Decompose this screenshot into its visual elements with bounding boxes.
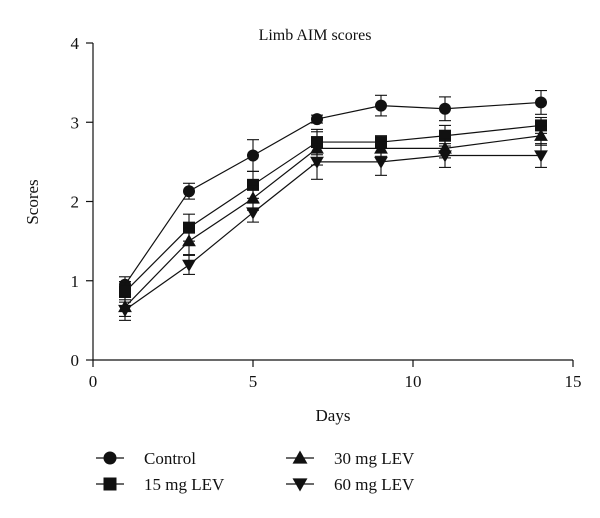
data-point-control: [183, 185, 195, 198]
data-point-60-mg-lev: [374, 156, 388, 169]
y-tick-label: 2: [71, 193, 80, 212]
data-point-control: [535, 96, 547, 109]
data-point-60-mg-lev: [182, 259, 196, 272]
data-point-60-mg-lev: [438, 150, 452, 163]
x-tick-label: 5: [249, 372, 258, 391]
x-tick-label: 15: [565, 372, 582, 391]
x-axis-label: Days: [316, 406, 351, 425]
legend-label-15-mg-lev: 15 mg LEV: [144, 475, 225, 494]
data-point-60-mg-lev: [246, 207, 260, 220]
legend-label-60-mg-lev: 60 mg LEV: [334, 475, 415, 494]
data-point-15-mg-lev: [247, 178, 259, 191]
legend-marker-15-mg-lev: [103, 477, 117, 491]
legend: Control 15 mg LEV 30 mg LEV 60 mg LEV: [96, 449, 415, 494]
x-tick-label: 0: [89, 372, 98, 391]
legend-marker-30-mg-lev: [292, 450, 308, 464]
plot-area: 0 1 2 3 4 0 5 10 15: [71, 34, 582, 391]
y-axis-label: Scores: [23, 179, 42, 224]
data-point-60-mg-lev: [534, 150, 548, 163]
y-tick-label: 4: [71, 34, 80, 53]
data-point-30-mg-lev: [246, 191, 260, 204]
data-point-60-mg-lev: [118, 304, 132, 317]
chart-title: Limb AIM scores: [259, 27, 372, 44]
data-point-30-mg-lev: [374, 141, 388, 154]
y-tick-label: 3: [71, 113, 80, 132]
legend-label-control: Control: [144, 449, 196, 468]
legend-label-30-mg-lev: 30 mg LEV: [334, 449, 415, 468]
y-tick-label: 1: [71, 272, 80, 291]
data-point-15-mg-lev: [119, 285, 131, 298]
data-point-control: [375, 99, 387, 112]
x-tick-label: 10: [405, 372, 422, 391]
data-point-30-mg-lev: [534, 128, 548, 141]
data-point-control: [311, 113, 323, 126]
data-point-15-mg-lev: [535, 119, 547, 132]
legend-marker-60-mg-lev: [292, 478, 308, 492]
legend-marker-control: [103, 451, 117, 465]
data-point-60-mg-lev: [310, 156, 324, 169]
data-point-control: [439, 102, 451, 115]
data-point-control: [247, 149, 259, 162]
y-tick-label: 0: [71, 351, 80, 370]
data-point-30-mg-lev: [182, 234, 196, 247]
